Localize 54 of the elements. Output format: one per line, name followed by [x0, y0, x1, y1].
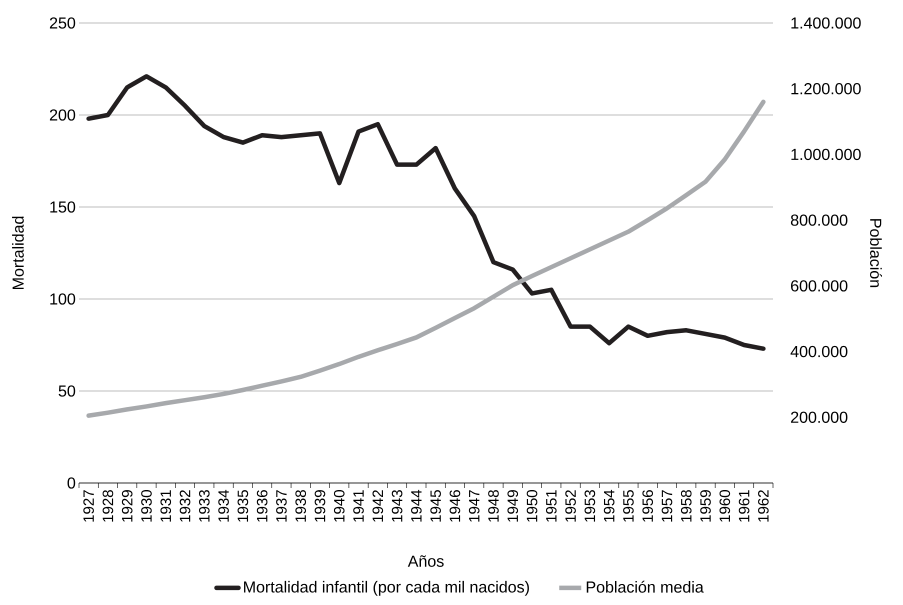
x-tick-label: 1934	[218, 490, 229, 522]
x-tick-label: 1945	[430, 490, 441, 522]
x-tick-label: 1928	[102, 490, 114, 522]
x-tick-label: 1937	[276, 490, 287, 522]
x-tick-label: 1962	[758, 490, 769, 522]
x-axis-title: Años	[408, 555, 444, 567]
y2-tick-label: 800.000	[790, 214, 848, 226]
x-tick-label: 1948	[488, 490, 499, 522]
legend-label: Mortalidad infantil (por cada mil nacidos)	[244, 580, 529, 596]
x-tick-label: 1939	[314, 490, 326, 522]
x-tick-label: 1955	[623, 490, 634, 522]
x-tick-label: 1944	[411, 490, 422, 522]
x-tick-label: 1953	[584, 490, 596, 522]
x-tick-label: 1930	[141, 490, 152, 522]
x-tick-label: 1956	[642, 490, 654, 522]
y-tick-label: 50	[58, 385, 76, 397]
x-tick-label: 1958	[680, 490, 692, 522]
y2-tick-label: 600.000	[791, 280, 848, 292]
x-tick-label: 1960	[720, 490, 730, 522]
x-tick-label: 1950	[526, 490, 538, 522]
x-tick-label: 1938	[295, 490, 306, 522]
x-tick-label: 1952	[565, 490, 576, 522]
x-tick-label: 1935	[238, 490, 248, 522]
y-tick-label: 0	[68, 477, 76, 489]
x-tick-label: 1927	[83, 490, 94, 522]
x-tick-label: 1940	[334, 490, 345, 522]
y2-tick-label: 200.000	[791, 412, 848, 423]
x-tick-label: 1943	[392, 490, 402, 522]
y-tick-label: 200	[50, 109, 76, 121]
y-axis-title: Mortalidad	[12, 216, 24, 290]
x-tick-label: 1942	[372, 490, 384, 522]
x-tick-label: 1947	[468, 490, 480, 522]
y2-axis-title: Población	[870, 219, 882, 288]
y2-tick-label: 1.200.000	[791, 83, 861, 94]
y2-tick-label: 400.000	[790, 346, 848, 358]
legend-label: Población media	[586, 580, 704, 593]
y-tick-label: 250	[50, 17, 76, 29]
y-tick-label: 100	[50, 293, 76, 305]
y-tick-label: 150	[50, 201, 76, 213]
x-tick-label: 1954	[604, 490, 614, 522]
y2-tick-label: 1.400.000	[791, 17, 861, 29]
x-tick-label: 1941	[353, 490, 364, 522]
x-tick-label: 1936	[256, 490, 268, 522]
x-tick-label: 1961	[738, 490, 750, 522]
x-tick-label: 1929	[122, 490, 132, 522]
x-tick-label: 1957	[662, 490, 672, 522]
x-tick-label: 1931	[160, 490, 172, 522]
y2-tick-label: 1.000.000	[791, 148, 861, 160]
x-tick-label: 1959	[700, 490, 711, 522]
x-tick-label: 1932	[180, 490, 190, 522]
x-tick-label: 1946	[450, 490, 460, 522]
x-tick-label: 1933	[199, 490, 210, 522]
x-tick-label: 1951	[546, 490, 557, 522]
x-tick-label: 1949	[507, 490, 518, 522]
